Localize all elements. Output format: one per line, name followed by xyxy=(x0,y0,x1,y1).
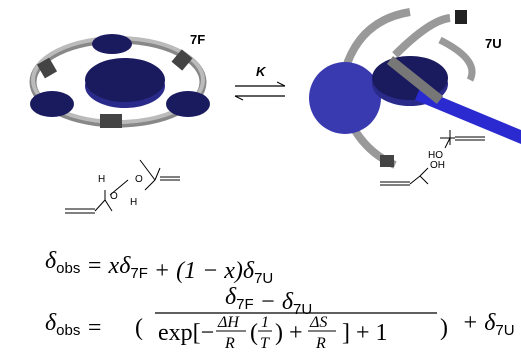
folded-macrocycle-part xyxy=(85,58,165,102)
math-text: − δ xyxy=(254,289,294,315)
atom: O xyxy=(135,174,143,185)
folded-macrocycle xyxy=(30,34,210,128)
denominator-part: R xyxy=(224,335,235,352)
denominator-part: exp[− xyxy=(158,320,214,346)
folded-label: 7F xyxy=(190,32,205,47)
folded-macrocycle-part xyxy=(30,91,74,117)
equation-1: δobs = xδ7F + (1 − x)δ7U xyxy=(45,248,273,287)
folded-macrocycle-part xyxy=(166,91,210,117)
unfolded-macrocycle-part xyxy=(309,62,381,134)
denominator-part: ) + xyxy=(275,320,303,346)
math-text: + (1 − x)δ xyxy=(148,258,255,284)
math-text: = xδ xyxy=(80,253,131,279)
math-text: + δ xyxy=(462,310,496,336)
folded-fragment-part xyxy=(65,160,180,213)
paren: ) xyxy=(440,315,448,341)
unfolded-fragments-part xyxy=(380,168,428,185)
denominator-part: 1 xyxy=(261,314,269,331)
denominator-part: ΔH xyxy=(217,314,240,331)
denominator-part: ΔS xyxy=(309,314,327,331)
equilibrium-arrows xyxy=(235,82,285,100)
math-text: = xyxy=(80,315,102,341)
subscript: 7U xyxy=(495,322,514,339)
unfolded-macrocycle-part xyxy=(395,18,450,55)
atom: OH xyxy=(430,160,445,171)
unfolded-macrocycle xyxy=(309,10,521,167)
denominator-part: R xyxy=(315,335,326,352)
denominator-part: ] + 1 xyxy=(342,320,388,346)
subscript: obs xyxy=(56,322,80,339)
denominator-part: T xyxy=(260,335,270,352)
subscript: obs xyxy=(56,260,80,277)
unfolded-macrocycle-part xyxy=(455,10,467,24)
folded-macrocycle-part xyxy=(92,34,132,54)
denominator-part: ( xyxy=(250,320,258,346)
subscript: 7F xyxy=(130,265,148,282)
folded-fragment xyxy=(65,160,180,213)
equilibrium-label: K xyxy=(256,64,267,79)
atom: H xyxy=(130,197,137,208)
subscript: 7U xyxy=(254,270,273,287)
atom: O xyxy=(110,191,118,202)
page: 7F K 7U H O H O HO OH δobs = xδ7F + (1 −… xyxy=(0,0,521,353)
atom: H xyxy=(98,174,105,185)
figure: 7F K 7U H O H O HO OH δobs = xδ7F + (1 −… xyxy=(0,0,521,353)
equation-2-lhs: δobs = xyxy=(45,310,103,341)
unfolded-macrocycle-part xyxy=(380,155,394,167)
folded-macrocycle-part xyxy=(100,114,122,128)
unfolded-label: 7U xyxy=(485,36,502,51)
unfolded-fragments-part xyxy=(440,130,485,148)
equation-2-tail: + δ7U xyxy=(462,310,515,339)
subscript: 7F xyxy=(236,296,254,313)
paren: ( xyxy=(135,315,143,341)
